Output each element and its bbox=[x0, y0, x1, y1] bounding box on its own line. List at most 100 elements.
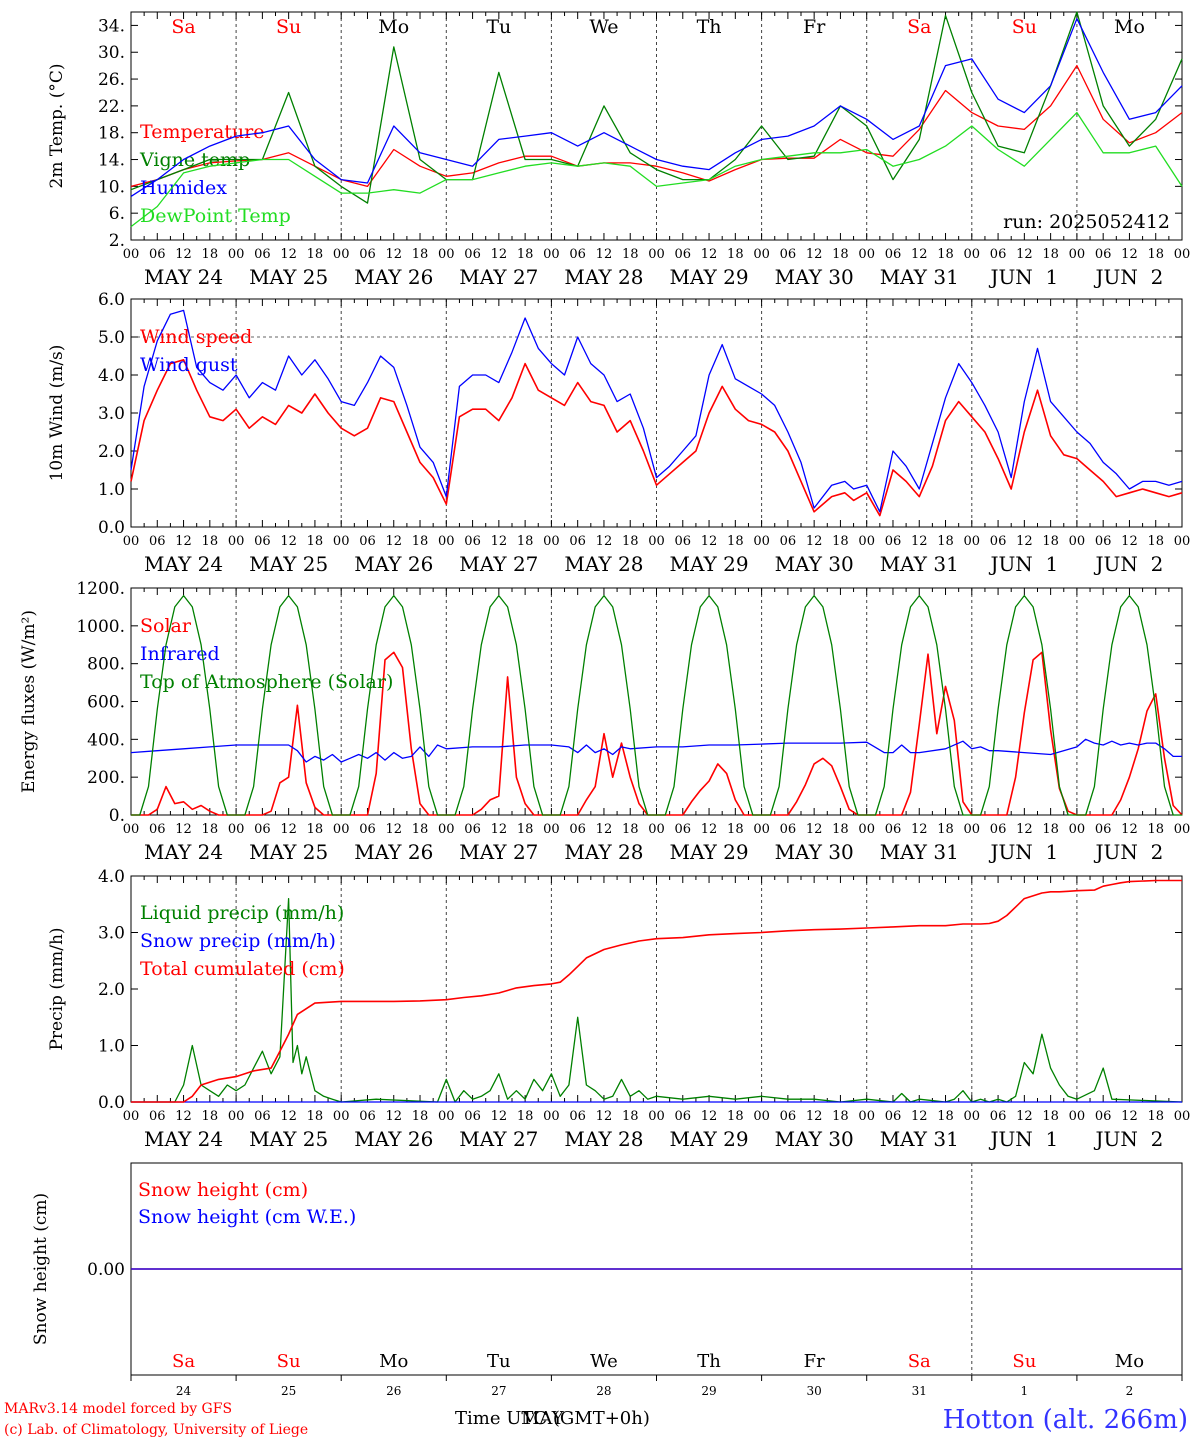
hour-tick-label: 06 bbox=[149, 822, 166, 837]
y-tick-label: 0.0 bbox=[98, 1093, 125, 1113]
hour-tick-label: 18 bbox=[622, 247, 639, 262]
meteogram-panels: 00 06 12 18 00 06 12 18 00 06 12 18 00 06 12 18 00 06 12 18… bbox=[19, 11, 1191, 1398]
hour-tick-label: 06 bbox=[780, 534, 797, 549]
x-axis-month-label: MAY bbox=[521, 1408, 565, 1429]
date-label: MAY 30 bbox=[775, 840, 854, 864]
y-tick-label: 2.0 bbox=[98, 980, 125, 1000]
hour-tick-label: 18 bbox=[622, 534, 639, 549]
hour-tick-label: 00 bbox=[648, 1109, 665, 1124]
hour-tick-label: 00 bbox=[1174, 822, 1191, 837]
hour-tick-label: 00 bbox=[333, 534, 350, 549]
hour-tick-label: 00 bbox=[228, 822, 245, 837]
day-number-label: 30 bbox=[807, 1384, 822, 1398]
hour-tick-label: 00 bbox=[438, 247, 455, 262]
y-tick-label: 6.0 bbox=[98, 290, 125, 310]
hour-tick-label: 00 bbox=[123, 822, 140, 837]
date-label: JUN 2 bbox=[1094, 552, 1164, 576]
date-label: MAY 29 bbox=[669, 840, 748, 864]
hour-tick-label: 06 bbox=[254, 822, 271, 837]
weekday-label: Th bbox=[697, 16, 722, 38]
hour-tick-label: 06 bbox=[885, 822, 902, 837]
y-tick-label: 3.0 bbox=[98, 404, 125, 424]
hour-tick-label: 12 bbox=[1016, 1109, 1033, 1124]
y-tick-label: 30. bbox=[98, 43, 125, 63]
hour-tick-label: 06 bbox=[885, 247, 902, 262]
hour-tick-label: 12 bbox=[596, 822, 613, 837]
hour-tick-label: 00 bbox=[1069, 1109, 1086, 1124]
hour-tick-label: 12 bbox=[1016, 822, 1033, 837]
date-label: MAY 24 bbox=[144, 265, 223, 289]
hour-tick-label: 12 bbox=[280, 822, 297, 837]
hour-tick-label: 06 bbox=[780, 822, 797, 837]
y-tick-label: 1.0 bbox=[98, 480, 125, 500]
hour-tick-label: 06 bbox=[1095, 822, 1112, 837]
hour-tick-label: 18 bbox=[622, 822, 639, 837]
legend-entry: Humidex bbox=[140, 177, 227, 199]
panel-snow: 24 Sa 25 Su 26 Mo 27 Tu 28 We 29 Th 30 Fr 31 Sa 1 Su 2 Mo 0.… bbox=[31, 1162, 1183, 1398]
legend-entry: Total cumulated (cm) bbox=[140, 958, 345, 980]
weekday-label: Fr bbox=[803, 16, 826, 38]
hour-tick-label: 12 bbox=[1121, 822, 1138, 837]
hour-tick-label: 00 bbox=[543, 534, 560, 549]
series-line-total-cumulated-cm- bbox=[131, 879, 1182, 1103]
hour-tick-label: 00 bbox=[228, 1109, 245, 1124]
series-line-temperature bbox=[130, 64, 1183, 188]
panel-precip: 00 06 12 18 00 06 12 18 00 06 12 18 00 06 12 18 00 06 12 18… bbox=[47, 867, 1190, 1151]
y-tick-label: 10. bbox=[98, 177, 125, 197]
legend-entry: Infrared bbox=[140, 643, 220, 665]
hour-tick-label: 00 bbox=[1174, 534, 1191, 549]
y-tick-label: 800. bbox=[87, 655, 125, 675]
hour-tick-label: 12 bbox=[911, 822, 928, 837]
hour-tick-label: 12 bbox=[385, 247, 402, 262]
hour-tick-label: 12 bbox=[280, 534, 297, 549]
hour-tick-label: 12 bbox=[175, 1109, 192, 1124]
date-label: MAY 24 bbox=[144, 552, 223, 576]
date-label: JUN 2 bbox=[1094, 840, 1164, 864]
legend-entry: Snow precip (mm/h) bbox=[140, 930, 336, 952]
legend-entry: DewPoint Temp bbox=[140, 205, 291, 227]
legend-entry: Temperature bbox=[140, 121, 264, 143]
hour-tick-label: 18 bbox=[937, 534, 954, 549]
date-label: MAY 28 bbox=[564, 552, 643, 576]
hour-tick-label: 06 bbox=[990, 1109, 1007, 1124]
hour-tick-label: 18 bbox=[517, 822, 534, 837]
hour-tick-label: 00 bbox=[648, 534, 665, 549]
hour-tick-label: 06 bbox=[675, 247, 692, 262]
hour-tick-label: 12 bbox=[701, 1109, 718, 1124]
series-line-liquid-precip-mm-h- bbox=[131, 897, 1183, 1103]
hour-tick-label: 18 bbox=[1147, 822, 1164, 837]
hour-tick-label: 18 bbox=[1042, 822, 1059, 837]
date-label: MAY 29 bbox=[669, 1127, 748, 1151]
y-tick-label: 0. bbox=[109, 806, 125, 826]
y-tick-label: 2.0 bbox=[98, 442, 125, 462]
day-number-label: 1 bbox=[1021, 1384, 1029, 1398]
hour-tick-label: 18 bbox=[727, 247, 744, 262]
legend-entry: Snow height (cm) bbox=[138, 1179, 308, 1201]
hour-tick-label: 00 bbox=[333, 1109, 350, 1124]
hour-tick-label: 00 bbox=[333, 247, 350, 262]
hour-tick-label: 06 bbox=[780, 247, 797, 262]
panel-wind: 00 06 12 18 00 06 12 18 00 06 12 18 00 06 12 18 00 06 12 18… bbox=[47, 290, 1190, 576]
y-tick-label: 600. bbox=[87, 693, 125, 713]
legend-entry: Liquid precip (mm/h) bbox=[140, 902, 344, 924]
date-label: MAY 27 bbox=[459, 1127, 538, 1151]
day-number-label: 25 bbox=[281, 1384, 296, 1398]
series-line-wind-gust bbox=[130, 309, 1183, 513]
date-label: MAY 31 bbox=[880, 265, 959, 289]
y-tick-label: 34. bbox=[98, 16, 125, 36]
hour-tick-label: 18 bbox=[202, 247, 219, 262]
date-label: MAY 27 bbox=[459, 840, 538, 864]
date-label: MAY 25 bbox=[249, 265, 328, 289]
hour-tick-label: 12 bbox=[1121, 247, 1138, 262]
hour-tick-label: 12 bbox=[806, 1109, 823, 1124]
date-label: MAY 30 bbox=[775, 265, 854, 289]
series-line-vigne-temp bbox=[130, 11, 1183, 204]
hour-tick-label: 18 bbox=[832, 822, 849, 837]
hour-tick-label: 06 bbox=[359, 822, 376, 837]
hour-tick-label: 12 bbox=[385, 1109, 402, 1124]
hour-tick-label: 06 bbox=[464, 534, 481, 549]
hour-tick-label: 12 bbox=[1121, 1109, 1138, 1124]
date-label: MAY 28 bbox=[564, 1127, 643, 1151]
hour-tick-label: 06 bbox=[675, 822, 692, 837]
hour-tick-label: 06 bbox=[149, 534, 166, 549]
